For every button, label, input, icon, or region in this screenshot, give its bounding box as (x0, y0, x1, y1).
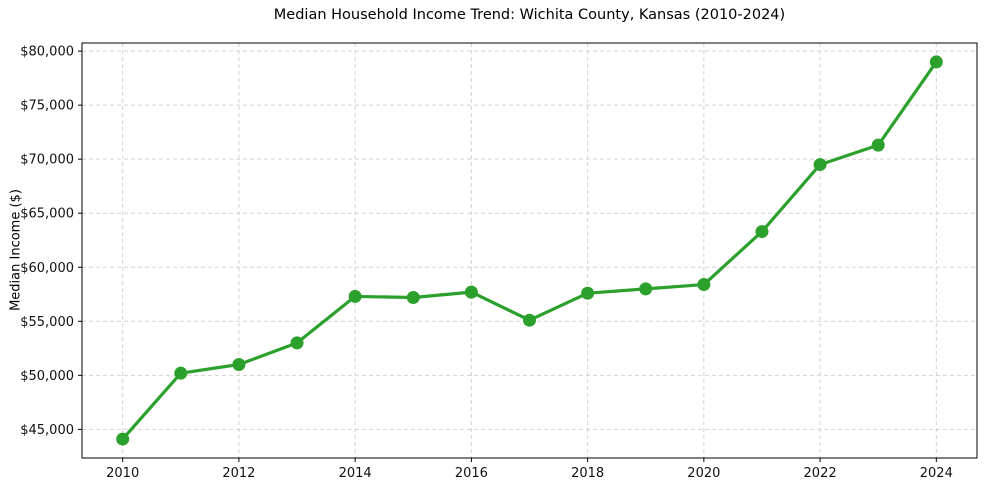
data-point-2023 (871, 138, 885, 152)
data-point-2014 (348, 289, 362, 303)
chart-title: Median Household Income Trend: Wichita C… (273, 7, 786, 23)
data-point-2015 (406, 291, 420, 305)
data-point-2016 (464, 285, 478, 299)
x-tick-label: 2010 (106, 466, 139, 481)
data-point-2017 (523, 313, 536, 327)
data-point-2021 (755, 225, 769, 239)
data-point-2022 (813, 158, 827, 172)
data-point-2020 (697, 278, 711, 292)
y-tick-label: $55,000 (20, 315, 74, 330)
y-tick-label: $75,000 (20, 99, 74, 114)
y-tick-label: $70,000 (20, 153, 74, 168)
x-tick-label: 2012 (222, 466, 255, 481)
y-tick-label: $80,000 (20, 45, 74, 60)
x-tick-label: 2022 (804, 466, 837, 481)
x-tick-label: 2014 (339, 466, 372, 481)
y-tick-label: $45,000 (20, 423, 74, 438)
x-tick-label: 2016 (455, 466, 488, 481)
x-tick-label: 2020 (687, 466, 720, 481)
x-tick-label: 2018 (571, 466, 604, 481)
data-point-2013 (290, 336, 304, 350)
y-tick-label: $60,000 (20, 261, 74, 276)
data-point-2024 (929, 55, 943, 69)
y-tick-label: $50,000 (20, 369, 74, 384)
x-tick-label: 2024 (920, 466, 953, 481)
plot-border (81, 42, 978, 459)
data-point-2018 (581, 286, 595, 300)
data-point-2019 (639, 282, 653, 296)
data-point-2010 (116, 432, 130, 446)
data-point-2011 (174, 366, 188, 380)
data-point-2012 (232, 358, 246, 372)
y-tick-label: $65,000 (20, 207, 74, 222)
trend-line (121, 60, 938, 441)
